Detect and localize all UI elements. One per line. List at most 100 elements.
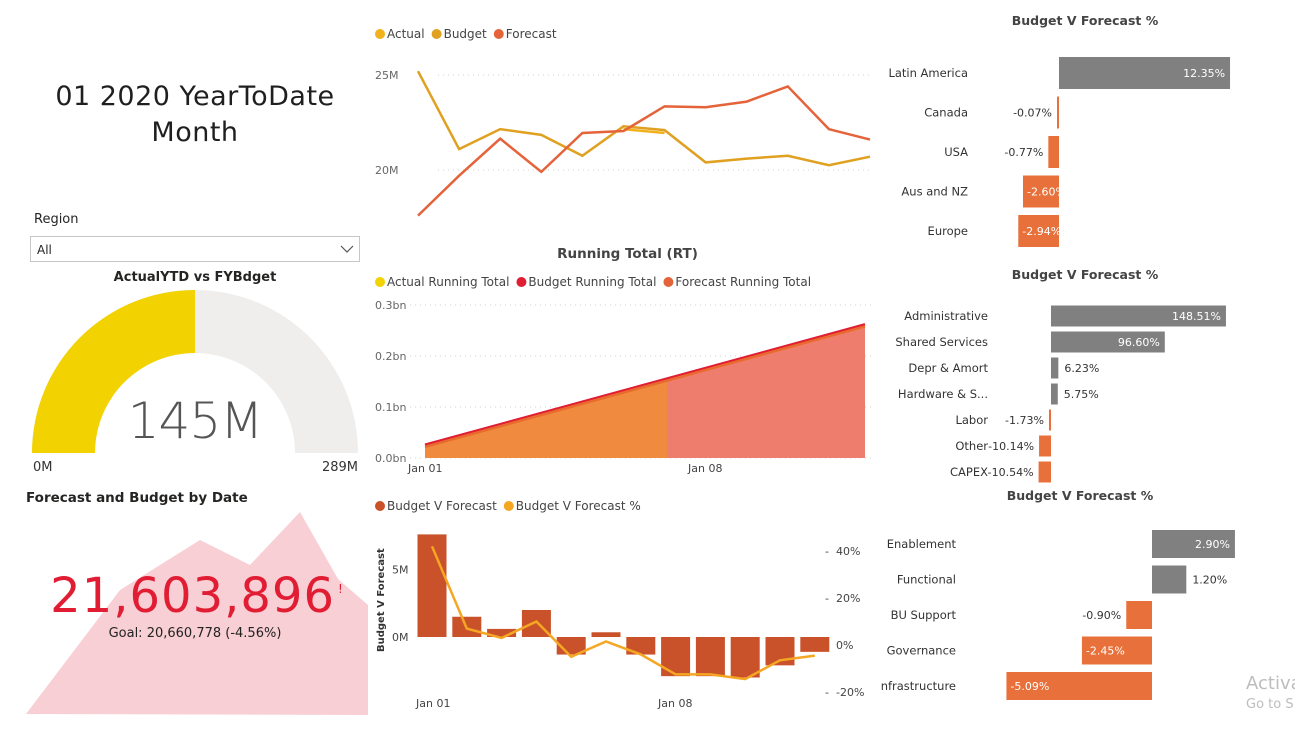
data-label-3: -2.60% bbox=[1027, 186, 1066, 199]
legend-marker-1 bbox=[516, 277, 527, 287]
legend-label-0: Budget V Forecast bbox=[387, 499, 497, 513]
category-label-6: CAPEX bbox=[950, 465, 988, 479]
area-chart-running-total: Actual Running Total Budget Running Total… bbox=[375, 275, 875, 475]
category-label-3: Governance bbox=[887, 644, 956, 658]
legend-marker-1 bbox=[503, 501, 514, 511]
hbar-chart-category: Administrative 148.51% Shared Services 96.6… bbox=[895, 305, 1226, 483]
activation-watermark-line2: Go to S bbox=[1246, 697, 1294, 712]
slicer-value: All bbox=[37, 243, 52, 257]
data-label-5: -10.14% bbox=[988, 440, 1034, 453]
combo-bar-11 bbox=[800, 637, 830, 652]
data-label-4: -1.73% bbox=[1005, 414, 1044, 427]
data-label-1: 1.20% bbox=[1192, 574, 1227, 587]
category-label-1: Functional bbox=[897, 573, 956, 587]
data-label-3: 5.75% bbox=[1064, 388, 1099, 401]
bar-3 bbox=[1081, 636, 1152, 665]
data-label-1: 96.60% bbox=[1118, 336, 1160, 349]
bar-3 bbox=[1051, 383, 1058, 405]
legend-label-2: Forecast bbox=[506, 27, 557, 41]
y2-tick-label-2: 0% bbox=[836, 639, 853, 652]
hbar-chart-function: Enablement 2.90% Functional 1.20% BU Support… bbox=[880, 530, 1235, 700]
line-chart-actual-budget-forecast: Actual Budget Forecast 25M 20M bbox=[375, 27, 871, 217]
kpi-goal: Goal: 20,660,778 (-4.56%) bbox=[108, 626, 282, 641]
page-title-line2: Month bbox=[151, 117, 239, 148]
category-label-0: Administrative bbox=[904, 309, 988, 323]
y-axis-title: Budget V Forecast bbox=[376, 548, 387, 652]
data-label-6: -10.54% bbox=[988, 466, 1034, 479]
running-total-title: Running Total (RT) bbox=[557, 246, 698, 262]
gauge-fill bbox=[32, 290, 195, 453]
hbar1-title: Budget V Forecast % bbox=[1011, 13, 1159, 28]
combo-bar-6 bbox=[626, 637, 656, 655]
data-label-1: -0.07% bbox=[1013, 107, 1052, 120]
combo-bar-2 bbox=[487, 628, 517, 637]
area-actual-running-total bbox=[425, 380, 667, 458]
bar-0 bbox=[1051, 305, 1226, 327]
line-series-actual bbox=[623, 127, 665, 135]
data-label-4: -5.09% bbox=[1010, 680, 1049, 693]
page-title-line1: 01 2020 YearToDate bbox=[55, 81, 335, 112]
legend-marker-0 bbox=[375, 277, 385, 287]
category-label-2: USA bbox=[944, 145, 968, 159]
data-label-2: -0.77% bbox=[1004, 146, 1043, 159]
data-label-2: -0.90% bbox=[1082, 609, 1121, 622]
hbar3-title: Budget V Forecast % bbox=[1006, 488, 1154, 503]
legend-label-1: Budget V Forecast % bbox=[516, 499, 641, 513]
category-label-3: Aus and NZ bbox=[901, 185, 968, 199]
bar-4 bbox=[1006, 672, 1152, 700]
x-tick-label-0: Jan 01 bbox=[415, 697, 450, 710]
legend-marker-2 bbox=[663, 277, 674, 287]
gauge-chart bbox=[32, 290, 358, 453]
legend-marker-2 bbox=[493, 29, 504, 39]
slicer-label: Region bbox=[34, 212, 79, 227]
activation-watermark-line1: Activa bbox=[1246, 673, 1295, 694]
bar-1 bbox=[1057, 96, 1059, 129]
legend-label-0: Actual Running Total bbox=[387, 275, 509, 289]
combo-bar-5 bbox=[591, 632, 621, 637]
y2-tick-marker-0: - bbox=[825, 545, 829, 558]
bar-0 bbox=[1059, 57, 1231, 89]
bar-2 bbox=[1048, 136, 1059, 168]
y-tick-label-1: 20M bbox=[375, 164, 399, 177]
kpi-value: 21,603,896 bbox=[50, 568, 335, 624]
category-label-3: Hardware & S... bbox=[898, 387, 988, 401]
kpi-trend-background bbox=[26, 512, 368, 715]
category-label-0: Enablement bbox=[887, 537, 957, 551]
hbar-chart-region: Latin America 12.35% Canada -0.07% USA -0.77%… bbox=[888, 57, 1231, 247]
y-tick-label-1: 0.2bn bbox=[375, 350, 406, 363]
gauge-min-label: 0M bbox=[33, 460, 53, 475]
combo-line-budget-v-forecast-pct bbox=[430, 545, 815, 681]
category-label-4: Labor bbox=[955, 413, 988, 427]
data-label-0: 2.90% bbox=[1195, 538, 1230, 551]
data-label-0: 12.35% bbox=[1183, 67, 1225, 80]
bar-4 bbox=[1018, 215, 1059, 247]
data-label-4: -2.94% bbox=[1022, 225, 1061, 238]
bar-4 bbox=[1048, 409, 1051, 431]
gauge-value: 145M bbox=[127, 392, 264, 450]
category-label-1: Canada bbox=[924, 106, 968, 120]
combo-bar-8 bbox=[695, 637, 725, 677]
y-tick-label-2: 0.1bn bbox=[375, 401, 406, 414]
category-label-2: Depr & Amort bbox=[908, 361, 988, 375]
line-series-forecast bbox=[417, 84, 871, 217]
y2-tick-marker-3: - bbox=[825, 686, 829, 699]
kpi-title: Forecast and Budget by Date bbox=[26, 490, 248, 506]
gauge-title: ActualYTD vs FYBdget bbox=[113, 270, 277, 285]
y-tick-label-0: 5M bbox=[392, 564, 409, 577]
kpi-status-marker: ! bbox=[338, 582, 343, 596]
legend-label-2: Forecast Running Total bbox=[675, 275, 811, 289]
region-slicer[interactable]: All bbox=[30, 236, 360, 262]
combo-bar-9 bbox=[730, 637, 760, 678]
kpi-trend-area bbox=[26, 512, 368, 715]
line-forecast-running-total bbox=[424, 325, 866, 448]
y-tick-label-3: 0.0bn bbox=[375, 452, 406, 465]
page-title: 01 2020 YearToDate Month bbox=[20, 79, 370, 151]
combo-bar-7 bbox=[661, 637, 691, 677]
kpi-card: 21,603,896! bbox=[40, 568, 350, 624]
legend-marker-0 bbox=[375, 29, 385, 39]
bar-1 bbox=[1051, 331, 1165, 353]
category-label-2: BU Support bbox=[891, 608, 957, 622]
data-label-0: 148.51% bbox=[1172, 310, 1221, 323]
bar-3 bbox=[1022, 175, 1059, 208]
y-tick-label-0: 0.3bn bbox=[375, 299, 406, 312]
